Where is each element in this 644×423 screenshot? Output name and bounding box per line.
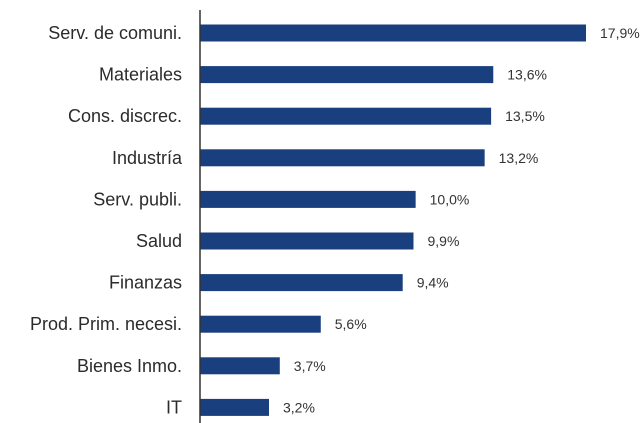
bar xyxy=(200,274,403,292)
category-label: Bienes Inmo. xyxy=(77,356,182,376)
value-label: 17,9% xyxy=(600,25,640,41)
bar xyxy=(200,66,494,84)
value-label: 9,9% xyxy=(427,233,459,249)
category-label: Materiales xyxy=(99,65,182,85)
category-label: Industría xyxy=(112,148,183,168)
value-label: 5,6% xyxy=(335,316,367,332)
bars-group xyxy=(200,24,586,416)
bar xyxy=(200,398,270,416)
category-label: Cons. discrec. xyxy=(68,106,182,126)
category-label: IT xyxy=(166,397,182,417)
value-labels-group: 17,9% 13,6% 13,5% 13,2% 10,0% 9,9% 9,4% 5,6% 3,7… xyxy=(283,25,640,415)
category-label: Serv. de comuni. xyxy=(48,23,182,43)
bar xyxy=(200,149,485,167)
bar xyxy=(200,107,492,125)
category-label: Salud xyxy=(136,231,182,251)
bar xyxy=(200,24,586,42)
value-label: 13,6% xyxy=(507,67,547,83)
bar xyxy=(200,357,280,375)
bar xyxy=(200,190,416,208)
category-label: Finanzas xyxy=(109,273,182,293)
bar xyxy=(200,232,414,250)
value-label: 9,4% xyxy=(417,275,449,291)
category-labels-group: Serv. de comuni. Materiales Cons. discrec.… xyxy=(30,23,183,417)
category-label: Prod. Prim. necesi. xyxy=(30,314,182,334)
value-label: 3,7% xyxy=(294,358,326,374)
category-label: Serv. publi. xyxy=(93,189,182,209)
value-label: 10,0% xyxy=(430,191,470,207)
value-label: 13,2% xyxy=(499,150,539,166)
value-label: 13,5% xyxy=(505,108,545,124)
value-label: 3,2% xyxy=(283,399,315,415)
bar xyxy=(200,315,321,333)
